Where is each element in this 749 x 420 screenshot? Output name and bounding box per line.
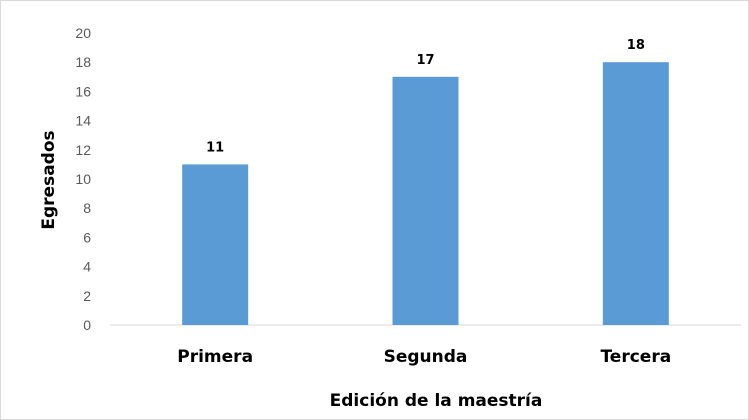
y-tick-label: 14: [75, 113, 91, 129]
data-label-segunda: 17: [416, 53, 434, 68]
data-label-tercera: 18: [627, 38, 645, 53]
bar-primera: [182, 164, 249, 325]
x-axis-title: Edición de la maestría: [330, 391, 543, 411]
y-axis-title: Egresados: [39, 130, 59, 229]
data-label-primera: 11: [206, 140, 224, 155]
y-tick-label: 10: [75, 171, 91, 187]
bars: [182, 62, 669, 325]
y-tick-label: 12: [75, 142, 91, 158]
category-label-primera: Primera: [177, 347, 253, 367]
y-tick-label: 16: [75, 83, 91, 99]
y-tick-label: 2: [83, 288, 91, 304]
category-label-segunda: Segunda: [384, 347, 468, 367]
y-tick-label: 8: [83, 200, 91, 216]
category-label-tercera: Tercera: [600, 347, 671, 367]
bar-segunda: [392, 76, 459, 325]
category-labels: Primera Segunda Tercera: [177, 347, 671, 367]
y-tick-label: 18: [75, 54, 91, 70]
y-axis-ticks: 0 2 4 6 8 10 12 14 16 18 20: [75, 25, 91, 333]
y-tick-label: 6: [83, 229, 91, 245]
y-tick-label: 4: [83, 259, 91, 275]
data-labels: 11 17 18: [206, 38, 645, 155]
bar-tercera: [602, 62, 669, 325]
y-tick-label: 0: [83, 317, 91, 333]
y-tick-label: 20: [75, 25, 91, 41]
